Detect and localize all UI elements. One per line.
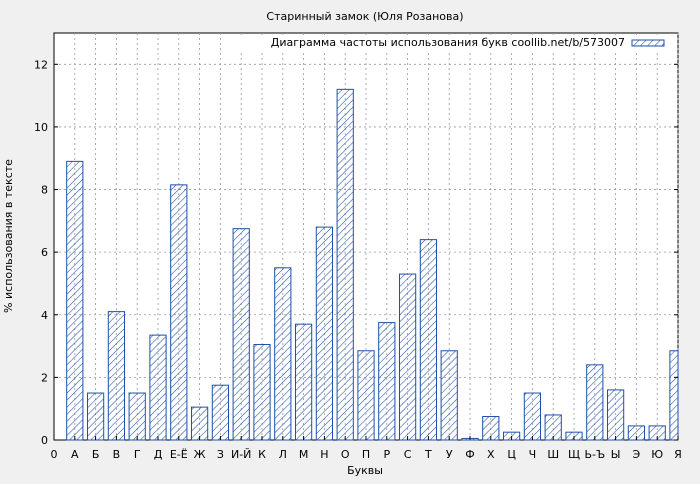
x-tick-label: М bbox=[299, 448, 309, 461]
bar bbox=[606, 389, 625, 441]
x-tick-label: А bbox=[71, 448, 79, 461]
legend: Диаграмма частоты использования букв coo… bbox=[240, 35, 676, 51]
x-tick-label: Н bbox=[320, 448, 328, 461]
bar bbox=[274, 267, 292, 441]
legend-background bbox=[240, 35, 676, 51]
bar bbox=[440, 350, 458, 441]
bar bbox=[107, 311, 126, 441]
x-tick-label: Я bbox=[674, 448, 682, 461]
x-axis-ticks: 0 А Б В Г Д Е-Ё Ж З И-Й К Л М Н О П Р С Т У Ф Х Ц Ч Ш Щ Ь-Ъ Ы Э Ю Я bbox=[51, 436, 682, 461]
y-axis-label: % использования в тексте bbox=[2, 159, 15, 313]
bar bbox=[523, 392, 542, 441]
y-tick-label: 12 bbox=[34, 58, 48, 71]
bar bbox=[211, 384, 230, 441]
bar bbox=[378, 322, 396, 441]
legend-swatch bbox=[631, 39, 665, 47]
bar bbox=[398, 273, 417, 441]
bar bbox=[253, 344, 271, 441]
x-tick-label: Р bbox=[383, 448, 390, 461]
bar bbox=[128, 392, 146, 441]
bar bbox=[336, 88, 354, 441]
y-tick-label: 2 bbox=[41, 371, 48, 384]
chart-title: Старинный замок (Юля Розанова) bbox=[266, 10, 463, 23]
y-tick-label: 6 bbox=[41, 246, 48, 259]
y-axis-ticks: 0 2 4 6 8 10 12 bbox=[34, 58, 678, 447]
x-tick-label: К bbox=[258, 448, 266, 461]
y-tick-label: 4 bbox=[41, 309, 48, 322]
x-tick-label: Ж bbox=[194, 448, 206, 461]
bar bbox=[232, 228, 250, 441]
x-tick-label: З bbox=[217, 448, 224, 461]
bars bbox=[66, 88, 679, 441]
bar bbox=[294, 323, 313, 441]
y-tick-label: 8 bbox=[41, 184, 48, 197]
x-tick-label: Е-Ё bbox=[170, 448, 188, 461]
bar bbox=[86, 392, 105, 441]
bar bbox=[669, 350, 679, 441]
bar bbox=[66, 160, 84, 441]
x-tick-label: Ы bbox=[611, 448, 621, 461]
bar bbox=[190, 406, 209, 441]
x-tick-label: О bbox=[341, 448, 350, 461]
bar bbox=[149, 334, 167, 441]
y-tick-label: 10 bbox=[34, 121, 48, 134]
x-tick-label: Щ bbox=[568, 448, 580, 461]
bar bbox=[357, 350, 375, 441]
x-tick-label: 0 bbox=[51, 448, 58, 461]
bar bbox=[170, 184, 188, 441]
x-tick-label: Ц bbox=[507, 448, 516, 461]
x-tick-label: Ч bbox=[529, 448, 537, 461]
x-tick-label: В bbox=[113, 448, 121, 461]
x-tick-label: Ш bbox=[547, 448, 559, 461]
bar bbox=[419, 239, 438, 441]
x-tick-label: У bbox=[446, 448, 453, 461]
y-tick-label: 0 bbox=[41, 434, 48, 447]
x-tick-label: Х bbox=[487, 448, 495, 461]
x-tick-label: Д bbox=[154, 448, 163, 461]
x-tick-label: Б bbox=[92, 448, 100, 461]
x-axis-label: Буквы bbox=[347, 464, 383, 477]
bar bbox=[315, 226, 334, 441]
x-tick-label: Т bbox=[424, 448, 432, 461]
x-tick-label: Ь-Ъ bbox=[584, 448, 605, 461]
bar bbox=[586, 364, 604, 441]
x-tick-label: С bbox=[404, 448, 412, 461]
x-tick-label: Ю bbox=[651, 448, 663, 461]
x-tick-label: И-Й bbox=[231, 448, 251, 461]
x-tick-label: П bbox=[362, 448, 370, 461]
legend-label: Диаграмма частоты использования букв coo… bbox=[271, 36, 625, 49]
x-tick-label: Э bbox=[633, 448, 641, 461]
x-tick-label: Г bbox=[134, 448, 141, 461]
x-tick-label: Л bbox=[279, 448, 287, 461]
x-tick-label: Ф bbox=[465, 448, 474, 461]
